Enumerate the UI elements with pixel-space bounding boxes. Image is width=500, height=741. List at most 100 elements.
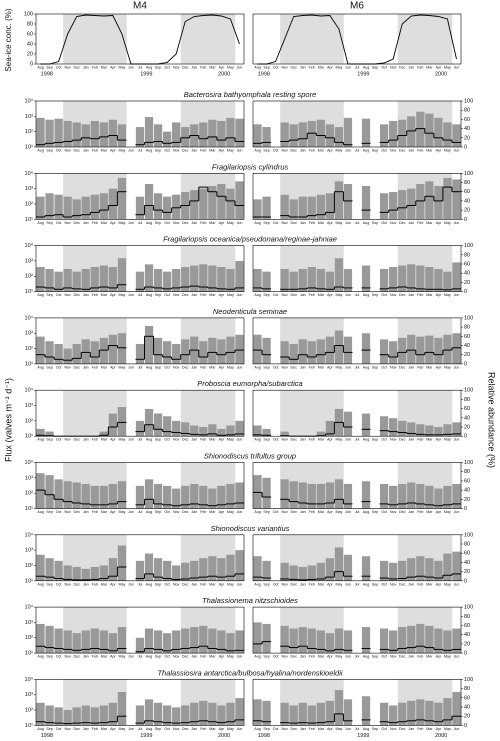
- y-tick-label: 80: [27, 21, 33, 27]
- ice-shade: [117, 14, 127, 64]
- flux-bar: [334, 547, 344, 581]
- flux-bar: [208, 424, 217, 437]
- year-label: 2000: [218, 733, 230, 739]
- flux-bar: [307, 483, 316, 509]
- month-label: Mar: [209, 148, 216, 152]
- flux-bar: [217, 184, 226, 220]
- month-label: Mar: [318, 65, 325, 69]
- month-label: Aug: [254, 221, 260, 225]
- month-label: Jun: [128, 655, 134, 659]
- month-label: Oct: [56, 148, 62, 152]
- ice-shade: [72, 317, 82, 364]
- month-label: Dec: [290, 365, 297, 369]
- flux-bar: [289, 705, 298, 726]
- month-label: Aug: [254, 438, 260, 442]
- species-title: Shionodiscus trifultus group: [204, 451, 296, 460]
- flux-bar: [425, 335, 434, 364]
- ice-shade: [72, 173, 82, 220]
- month-label: Sep: [46, 148, 52, 152]
- month-label: Mar: [101, 148, 108, 152]
- flux-bar: [208, 628, 217, 654]
- flux-bar: [217, 267, 226, 292]
- flux-bar: [389, 341, 398, 364]
- month-label: Apr: [436, 510, 442, 514]
- y2-tick-label: 80: [464, 325, 470, 331]
- flux-bar: [217, 120, 226, 147]
- month-label: May: [336, 221, 343, 225]
- flux-bar: [108, 267, 117, 292]
- month-label: Sep: [372, 148, 378, 152]
- ice-shade: [189, 101, 200, 147]
- month-label: Sep: [372, 510, 378, 514]
- month-label: Jan: [191, 582, 197, 586]
- month-label: Feb: [200, 582, 206, 586]
- month-label: Feb: [92, 438, 98, 442]
- month-label: Aug: [254, 65, 260, 69]
- flux-bar: [307, 565, 316, 581]
- month-label: Apr: [436, 582, 442, 586]
- month-label: Nov: [390, 221, 397, 225]
- month-label: Sep: [263, 582, 269, 586]
- flux-bar: [72, 566, 81, 581]
- month-label: Nov: [64, 65, 71, 69]
- month-label: Nov: [281, 655, 288, 659]
- flux-bar: [117, 481, 127, 509]
- flux-bar: [190, 702, 199, 726]
- ice-shade: [424, 390, 435, 437]
- flux-bar: [172, 420, 181, 437]
- y2-tick-label: 0: [464, 723, 467, 729]
- flux-bar: [361, 696, 371, 726]
- flux-bar: [316, 119, 325, 147]
- month-label: Jan: [191, 438, 197, 442]
- year-label: 2000: [435, 733, 447, 739]
- flux-bar: [425, 425, 434, 437]
- flux-bar: [135, 127, 145, 147]
- flux-bar: [398, 337, 407, 364]
- flux-bar: [117, 258, 127, 292]
- flux-bar: [280, 122, 289, 147]
- ice-shade: [433, 462, 444, 509]
- month-label: Oct: [273, 582, 279, 586]
- month-label: Mar: [318, 438, 325, 442]
- flux-bar: [36, 196, 45, 220]
- year-label: 1998: [258, 71, 270, 77]
- flux-bar: [54, 271, 63, 292]
- flux-bar: [425, 267, 434, 292]
- flux-bar: [208, 488, 217, 509]
- month-label: Sep: [372, 221, 378, 225]
- month-label: Apr: [110, 148, 116, 152]
- month-label: Jan: [300, 727, 306, 731]
- month-label: Apr: [436, 221, 442, 225]
- y2-tick-label: 20: [464, 714, 470, 720]
- month-label: Aug: [37, 438, 43, 442]
- month-label: Oct: [164, 655, 170, 659]
- month-label: Aug: [37, 365, 43, 369]
- ice-shade: [216, 462, 227, 509]
- month-label: May: [227, 148, 234, 152]
- month-label: Sep: [46, 727, 52, 731]
- month-label: Sep: [155, 582, 161, 586]
- flux-bar: [452, 179, 461, 220]
- flux-bar: [443, 177, 452, 220]
- flux-bar: [343, 184, 353, 220]
- flux-bar: [208, 702, 217, 726]
- flux-bar: [253, 124, 262, 147]
- month-label: Sep: [263, 148, 269, 152]
- flux-bar: [99, 337, 108, 364]
- flux-bar: [316, 268, 325, 292]
- month-label: Mar: [318, 582, 325, 586]
- flux-bar: [217, 630, 226, 654]
- flux-bar: [117, 407, 127, 437]
- month-label: Sep: [46, 582, 52, 586]
- y-tick-label: 10²: [25, 491, 33, 497]
- flux-bar: [253, 268, 262, 292]
- month-label: Oct: [164, 148, 170, 152]
- flux-bar: [45, 625, 54, 654]
- month-label: Oct: [164, 221, 170, 225]
- month-label: Nov: [390, 365, 397, 369]
- month-label: Mar: [101, 365, 108, 369]
- month-label: May: [444, 65, 451, 69]
- flux-bar: [172, 565, 181, 581]
- month-label: Oct: [56, 438, 62, 442]
- month-label: Mar: [426, 293, 433, 297]
